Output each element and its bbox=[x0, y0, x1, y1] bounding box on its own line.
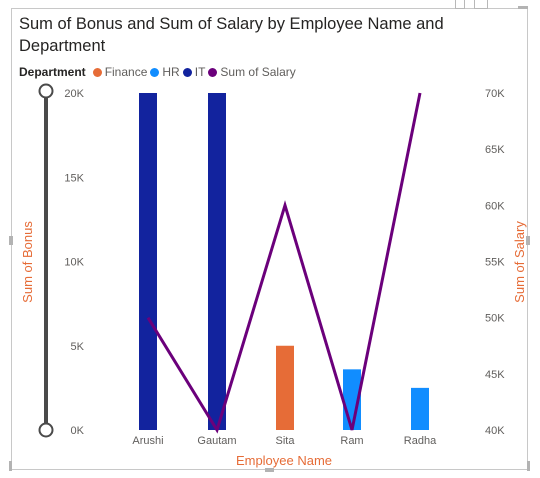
y-tick-label: 0K bbox=[71, 425, 85, 437]
y2-tick-label: 70K bbox=[485, 88, 505, 100]
y-tick-label: 10K bbox=[64, 257, 84, 269]
y2-axis-title: Sum of Salary bbox=[512, 221, 527, 303]
bar-hr-radha[interactable] bbox=[411, 388, 429, 430]
x-tick-label-arushi: Arushi bbox=[132, 435, 163, 447]
x-tick-label-sita: Sita bbox=[276, 435, 296, 447]
y-axis-title: Sum of Bonus bbox=[20, 221, 35, 303]
bar-it-gautam[interactable] bbox=[208, 93, 226, 430]
y2-tick-label: 40K bbox=[485, 425, 505, 437]
y2-tick-label: 65K bbox=[485, 144, 505, 156]
y2-tick-label: 45K bbox=[485, 369, 505, 381]
y2-tick-label: 55K bbox=[485, 257, 505, 269]
bar-it-arushi[interactable] bbox=[139, 93, 157, 430]
x-tick-label-radha: Radha bbox=[404, 435, 437, 447]
x-tick-label-ram: Ram bbox=[340, 435, 363, 447]
x-axis-title: Employee Name bbox=[236, 453, 332, 468]
y2-axis-ticks: 40K 45K 50K 55K 60K 65K 70K bbox=[485, 88, 505, 437]
y-axis-ticks: 0K 5K 10K 15K 20K bbox=[64, 88, 84, 437]
y-tick-label: 5K bbox=[71, 341, 85, 353]
y2-tick-label: 50K bbox=[485, 313, 505, 325]
bar-finance-sita[interactable] bbox=[276, 346, 294, 430]
x-axis-ticks: Arushi Gautam Sita Ram Radha bbox=[132, 435, 437, 447]
y-tick-label: 15K bbox=[64, 172, 84, 184]
x-tick-label-gautam: Gautam bbox=[197, 435, 236, 447]
y2-tick-label: 60K bbox=[485, 200, 505, 212]
zoom-slider-handle-top[interactable] bbox=[40, 85, 53, 98]
y-tick-label: 20K bbox=[64, 88, 84, 100]
zoom-slider-handle-bottom[interactable] bbox=[40, 424, 53, 437]
